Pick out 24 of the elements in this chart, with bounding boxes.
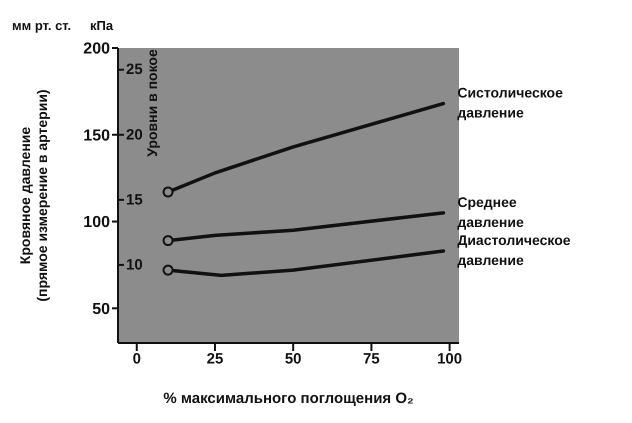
text: мм рт. ст. [12,18,72,33]
y-axis-title: Кровяное давление (прямое измерение в артерии) [17,89,50,302]
x-tick-label: 0 [132,350,141,368]
y-tick-label: 50 [92,300,110,318]
y2-tick-label: 15 [126,191,143,208]
x-tick-label: 75 [363,350,380,368]
text: кПа [90,18,114,33]
point [162,186,174,198]
x-tick-label: 100 [437,350,462,368]
point [162,235,174,246]
y2-tick-label: 10 [126,256,143,274]
series-label: Среднее давление [457,194,524,230]
series-label: Диастолическое давление [457,232,571,268]
annotation: Уровни в покое [144,49,160,157]
y2-tick-label: 20 [126,126,143,144]
x-axis-title: % максимального поглощения O₂ [163,390,414,407]
y2-tick-label: 25 [126,61,143,78]
series-label: Систолическое давление [457,84,564,121]
x-tick-label: 50 [284,350,302,368]
y-tick-label: 150 [83,127,110,144]
y-tick-label: 200 [83,40,110,58]
point [162,264,174,276]
y-tick-label: 100 [83,214,110,232]
x-tick-label: 25 [206,350,224,368]
